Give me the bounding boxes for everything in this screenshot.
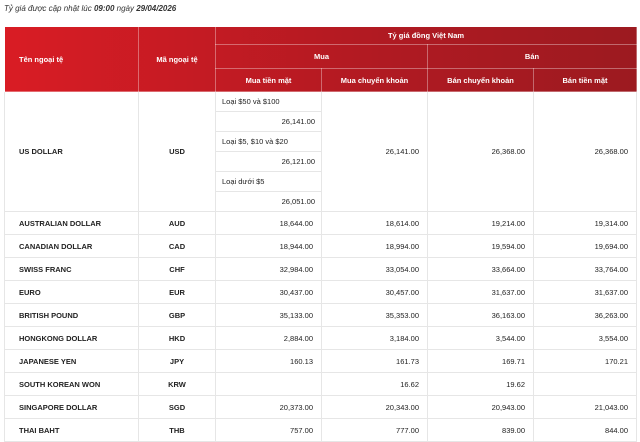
sell-cash: 31,637.00 <box>533 280 637 304</box>
buy-cash: 35,133.00 <box>215 303 322 327</box>
header-sell-cash: Bán tiền mặt <box>533 68 637 92</box>
table-row: SINGAPORE DOLLAR SGD 20,373.00 20,343.00 20,… <box>4 395 637 419</box>
cash-denomination-value: 26,141.00 <box>216 112 321 132</box>
update-date: 29/04/2026 <box>136 4 177 13</box>
currency-code: EUR <box>138 280 216 304</box>
buy-transfer: 777.00 <box>321 418 428 442</box>
sell-transfer: 19,214.00 <box>427 211 534 235</box>
currency-name: BRITISH POUND <box>4 303 139 327</box>
buy-transfer: 16.62 <box>321 372 428 396</box>
table-row: HONGKONG DOLLAR HKD 2,884.00 3,184.00 3,544.… <box>4 326 637 350</box>
currency-name: JAPANESE YEN <box>4 349 139 373</box>
update-note: Tỷ giá được cập nhật lúc 09:00 ngày 29/0… <box>4 4 177 13</box>
sell-transfer: 3,544.00 <box>427 326 534 350</box>
buy-transfer: 26,141.00 <box>321 91 428 212</box>
currency-code: KRW <box>138 372 216 396</box>
sell-cash: 170.21 <box>533 349 637 373</box>
buy-transfer: 161.73 <box>321 349 428 373</box>
cash-denomination-label: Loại $50 và $100 <box>216 92 321 112</box>
currency-name: HONGKONG DOLLAR <box>4 326 139 350</box>
table-row: BRITISH POUND GBP 35,133.00 35,353.00 36,163… <box>4 303 637 327</box>
currency-name: EURO <box>4 280 139 304</box>
sell-cash: 19,314.00 <box>533 211 637 235</box>
currency-code: JPY <box>138 349 216 373</box>
table-row: SOUTH KOREAN WON KRW 16.62 19.62 <box>4 372 637 396</box>
currency-code: CAD <box>138 234 216 258</box>
buy-transfer: 3,184.00 <box>321 326 428 350</box>
header-group: Tỷ giá đồng Việt Nam <box>215 26 637 45</box>
currency-name: SINGAPORE DOLLAR <box>4 395 139 419</box>
table-row: US DOLLAR USD Loại $50 và $100 26,141.00… <box>4 91 637 212</box>
buy-transfer: 33,054.00 <box>321 257 428 281</box>
sell-cash: 33,764.00 <box>533 257 637 281</box>
header-sell-transfer: Bán chuyển khoản <box>427 68 534 92</box>
header-buy: Mua <box>215 44 428 69</box>
header-name: Tên ngoại tệ <box>4 26 139 92</box>
sell-cash: 36,263.00 <box>533 303 637 327</box>
sell-transfer: 20,943.00 <box>427 395 534 419</box>
cash-denomination-value: 26,121.00 <box>216 152 321 172</box>
header-buy-cash: Mua tiền mặt <box>215 68 322 92</box>
currency-code: THB <box>138 418 216 442</box>
buy-transfer: 30,457.00 <box>321 280 428 304</box>
usd-cash-breakdown: Loại $50 và $100 26,141.00 Loại $5, $10 … <box>215 91 322 212</box>
cash-denomination-value: 26,051.00 <box>281 197 315 206</box>
buy-cash: 2,884.00 <box>215 326 322 350</box>
currency-name: SOUTH KOREAN WON <box>4 372 139 396</box>
table-row: THAI BAHT THB 757.00 777.00 839.00 844.00 <box>4 418 637 442</box>
sell-cash <box>533 372 637 396</box>
buy-transfer: 18,614.00 <box>321 211 428 235</box>
sell-transfer: 33,664.00 <box>427 257 534 281</box>
buy-cash: 160.13 <box>215 349 322 373</box>
buy-cash: 30,437.00 <box>215 280 322 304</box>
buy-cash: 18,644.00 <box>215 211 322 235</box>
sell-cash: 19,694.00 <box>533 234 637 258</box>
sell-cash: 3,554.00 <box>533 326 637 350</box>
table-row: JAPANESE YEN JPY 160.13 161.73 169.71 170.21 <box>4 349 637 373</box>
buy-cash: 757.00 <box>215 418 322 442</box>
sell-transfer: 19.62 <box>427 372 534 396</box>
currency-code: CHF <box>138 257 216 281</box>
cash-denomination-label: Loại $5, $10 và $20 <box>216 132 321 152</box>
header-code: Mã ngoại tệ <box>138 26 216 92</box>
currency-code: HKD <box>138 326 216 350</box>
sell-transfer: 839.00 <box>427 418 534 442</box>
currency-name: SWISS FRANC <box>4 257 139 281</box>
cash-denomination-label: Loại dưới $5 <box>216 172 321 192</box>
currency-code: GBP <box>138 303 216 327</box>
currency-code: USD <box>138 91 216 212</box>
buy-transfer: 20,343.00 <box>321 395 428 419</box>
sell-cash: 26,368.00 <box>533 91 637 212</box>
sell-transfer: 169.71 <box>427 349 534 373</box>
currency-name: CANADIAN DOLLAR <box>4 234 139 258</box>
buy-cash: 32,984.00 <box>215 257 322 281</box>
currency-name: US DOLLAR <box>4 91 139 212</box>
table-row: EURO EUR 30,437.00 30,457.00 31,637.00 31,637… <box>4 280 637 304</box>
table-row: AUSTRALIAN DOLLAR AUD 18,644.00 18,614.00 19… <box>4 211 637 235</box>
header-sell: Bán <box>427 44 637 69</box>
sell-transfer: 19,594.00 <box>427 234 534 258</box>
sell-cash: 21,043.00 <box>533 395 637 419</box>
buy-cash: 20,373.00 <box>215 395 322 419</box>
currency-name: AUSTRALIAN DOLLAR <box>4 211 139 235</box>
buy-cash: 18,944.00 <box>215 234 322 258</box>
header-buy-transfer: Mua chuyển khoản <box>321 68 428 92</box>
buy-transfer: 18,994.00 <box>321 234 428 258</box>
sell-transfer: 31,637.00 <box>427 280 534 304</box>
sell-cash: 844.00 <box>533 418 637 442</box>
currency-code: AUD <box>138 211 216 235</box>
currency-name: THAI BAHT <box>4 418 139 442</box>
table-row: CANADIAN DOLLAR CAD 18,944.00 18,994.00 19,5… <box>4 234 637 258</box>
table-row: SWISS FRANC CHF 32,984.00 33,054.00 33,664.0… <box>4 257 637 281</box>
currency-code: SGD <box>138 395 216 419</box>
update-time: 09:00 <box>93 4 115 13</box>
exchange-rate-table: Tên ngoại tệ Mã ngoại tệ Tỷ giá đồng Việt … <box>4 26 637 442</box>
sell-transfer: 36,163.00 <box>427 303 534 327</box>
sell-transfer: 26,368.00 <box>427 91 534 212</box>
buy-cash <box>215 372 322 396</box>
buy-transfer: 35,353.00 <box>321 303 428 327</box>
